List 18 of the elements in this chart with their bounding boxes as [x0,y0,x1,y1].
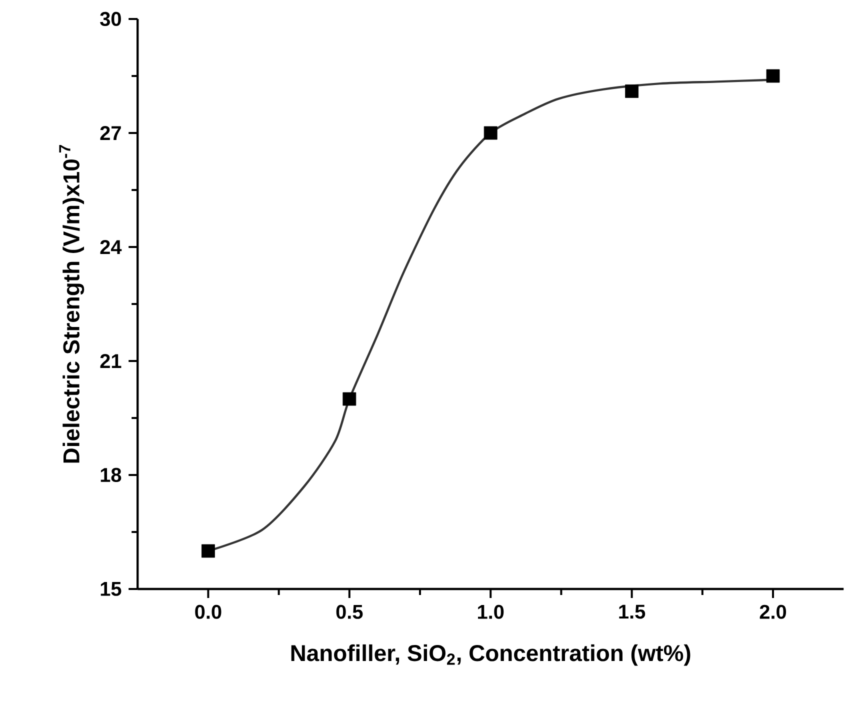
x-tick-label: 2.0 [760,604,786,619]
point [625,84,639,98]
y-tick-label: 24 [100,240,122,254]
y-axis-title: Dielectric Strength (V/m)x10$^{-7}$ [59,145,84,463]
y-tick-label: 21 [100,354,122,368]
y-tick-label: 18 [100,468,122,482]
x-axis-title: Nanofiller, SiO$_{2}$, Concentration (wt%) [291,644,690,666]
x-tick-label: 1.0 [478,604,504,619]
point [484,126,498,140]
y-tick-label: 15 [100,582,122,596]
y-tick-label: 27 [100,126,121,140]
x-tick-label: 0.5 [336,604,363,619]
y-tick-label: 30 [100,12,121,26]
point [342,392,356,406]
point [202,544,215,558]
x-tick-label: 0.0 [195,604,222,619]
point [766,69,780,83]
x-tick-label: 1.5 [619,604,646,619]
